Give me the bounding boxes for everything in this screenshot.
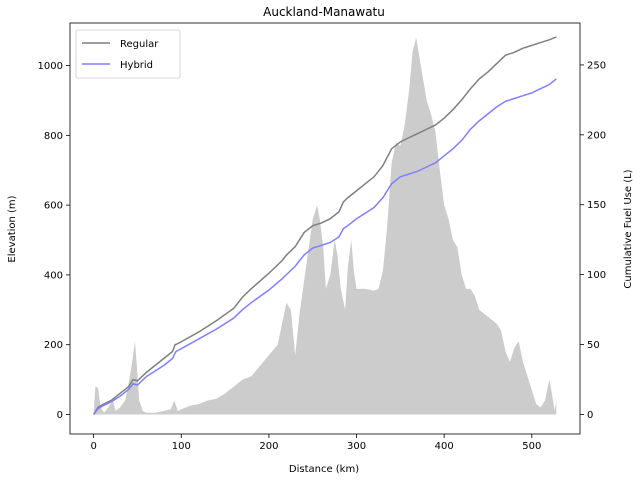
chart-title: Auckland-Manawatu: [263, 5, 385, 19]
y-left-tick-label: 0: [57, 410, 63, 421]
y-axis-right-label: Cumulative Fuel Use (L): [623, 169, 634, 288]
legend: Regular Hybrid: [75, 29, 181, 79]
x-tick-label: 500: [522, 441, 541, 452]
y-right-tick-label: 250: [587, 60, 606, 71]
legend-label-hybrid: Hybrid: [120, 60, 153, 71]
plot-area: [93, 36, 557, 415]
y-left-tick-label: 200: [44, 340, 63, 351]
y-left-tick-label: 800: [44, 131, 63, 142]
x-tick-label: 200: [259, 441, 278, 452]
x-axis-label: Distance (km): [289, 464, 359, 475]
y-left-tick-label: 1000: [38, 61, 63, 72]
x-tick-label: 0: [90, 441, 96, 452]
y-left-tick-label: 400: [44, 270, 63, 281]
plot-frame: [69, 22, 581, 435]
legend-box: [75, 29, 181, 79]
x-tick-label: 400: [435, 441, 454, 452]
series-line-hybrid: [93, 78, 557, 415]
x-tick-label: 300: [347, 441, 366, 452]
x-tick-label: 100: [172, 441, 191, 452]
y-right-tick-label: 200: [587, 130, 606, 141]
y-right-tick-label: 0: [587, 410, 593, 421]
legend-label-regular: Regular: [120, 39, 159, 50]
y-right-tick-label: 150: [587, 200, 606, 211]
y-left-tick-label: 600: [44, 201, 63, 212]
y-axis-left-label: Elevation (m): [7, 195, 18, 262]
y-axis-left: 0 200 400 600 800 1000: [38, 61, 70, 421]
series-line-regular: [93, 36, 557, 415]
y-right-tick-label: 100: [587, 270, 606, 281]
y-right-tick-label: 50: [587, 340, 600, 351]
elevation-area: [93, 37, 557, 415]
y-axis-right: 0 50 100 150 200 250: [580, 60, 606, 421]
x-axis: 0 100 200 300 400 500: [90, 434, 541, 452]
